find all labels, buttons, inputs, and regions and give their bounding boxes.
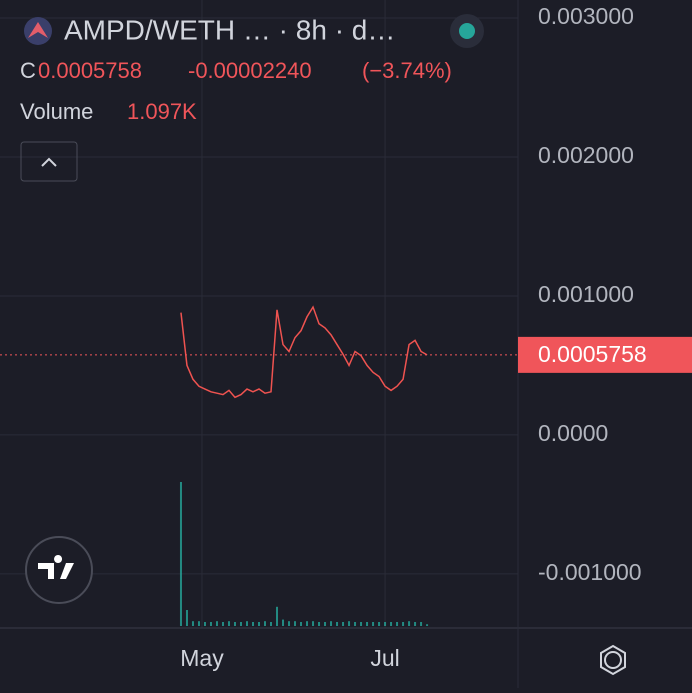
logo xyxy=(38,555,74,579)
volume-bar xyxy=(233,622,236,626)
volume-bar xyxy=(221,622,224,626)
volume-bar xyxy=(408,621,411,626)
settings-button[interactable] xyxy=(604,651,622,669)
volume-bar xyxy=(420,622,423,626)
change: -0.00002240 xyxy=(188,58,312,83)
y-tick-label: 0.0000 xyxy=(538,420,608,446)
y-tick-label: 0.002000 xyxy=(538,142,634,168)
volume-bar xyxy=(294,621,297,626)
volume-bar xyxy=(372,622,375,626)
volume-bar xyxy=(390,622,393,626)
volume-bar xyxy=(300,622,303,626)
volume-bar xyxy=(312,621,315,626)
volume-bar xyxy=(324,622,327,626)
y-tick-label: 0.003000 xyxy=(538,3,634,29)
volume-bar xyxy=(354,622,357,626)
y-tick-label: -0.001000 xyxy=(538,559,642,585)
volume-bar xyxy=(251,622,254,626)
volume-bar xyxy=(209,622,212,626)
volume-bar xyxy=(306,621,309,626)
y-tick-label: 0.001000 xyxy=(538,281,634,307)
collapse-button[interactable] xyxy=(20,141,78,182)
volume-bar xyxy=(215,621,218,626)
volume-bar xyxy=(203,622,206,626)
volume: 1.097K xyxy=(127,99,197,124)
price-line xyxy=(180,305,428,399)
volume-bar xyxy=(378,622,381,626)
volume-bar xyxy=(426,624,429,626)
volume-bar xyxy=(264,621,267,626)
volume-bar xyxy=(191,621,194,626)
volume-bar xyxy=(402,622,405,626)
settings-icon xyxy=(600,644,626,676)
x-tick-label: May xyxy=(180,645,224,671)
volume-bar xyxy=(330,621,333,626)
collapse-icon xyxy=(41,157,57,167)
volume-bar xyxy=(342,622,345,626)
last-price-box xyxy=(518,336,692,373)
volume-bar xyxy=(396,622,399,626)
logo[interactable] xyxy=(25,536,93,604)
volume-bar xyxy=(185,610,188,626)
volume-bar xyxy=(384,622,387,626)
volume-bar xyxy=(282,619,285,626)
token-icon xyxy=(28,22,48,38)
volume-bar xyxy=(360,622,363,626)
volume-bar xyxy=(366,622,369,626)
volume-bar xyxy=(288,621,291,626)
volume-bar xyxy=(414,622,417,626)
change-pct: (−3.74%) xyxy=(362,58,452,83)
volume-bar xyxy=(336,622,339,626)
volume-bar xyxy=(348,621,351,626)
status xyxy=(459,23,475,39)
close-label: C xyxy=(20,58,36,83)
x-tick-label: Jul xyxy=(370,645,399,671)
volume-bar xyxy=(270,622,273,626)
volume-bar xyxy=(318,622,321,626)
pair-title: AMPD/WETH … · 8h · d… xyxy=(64,14,395,45)
volume-bar xyxy=(276,606,279,626)
volume-label: Volume xyxy=(20,99,93,124)
last-price-label: 0.0005758 xyxy=(538,341,647,367)
volume-bar xyxy=(197,621,200,626)
volume-bar xyxy=(239,622,242,626)
close: 0.0005758 xyxy=(38,58,142,83)
volume-bar xyxy=(258,622,260,626)
volume-bar xyxy=(227,621,230,626)
volume-bar xyxy=(179,482,182,626)
volume-bar xyxy=(245,621,248,626)
